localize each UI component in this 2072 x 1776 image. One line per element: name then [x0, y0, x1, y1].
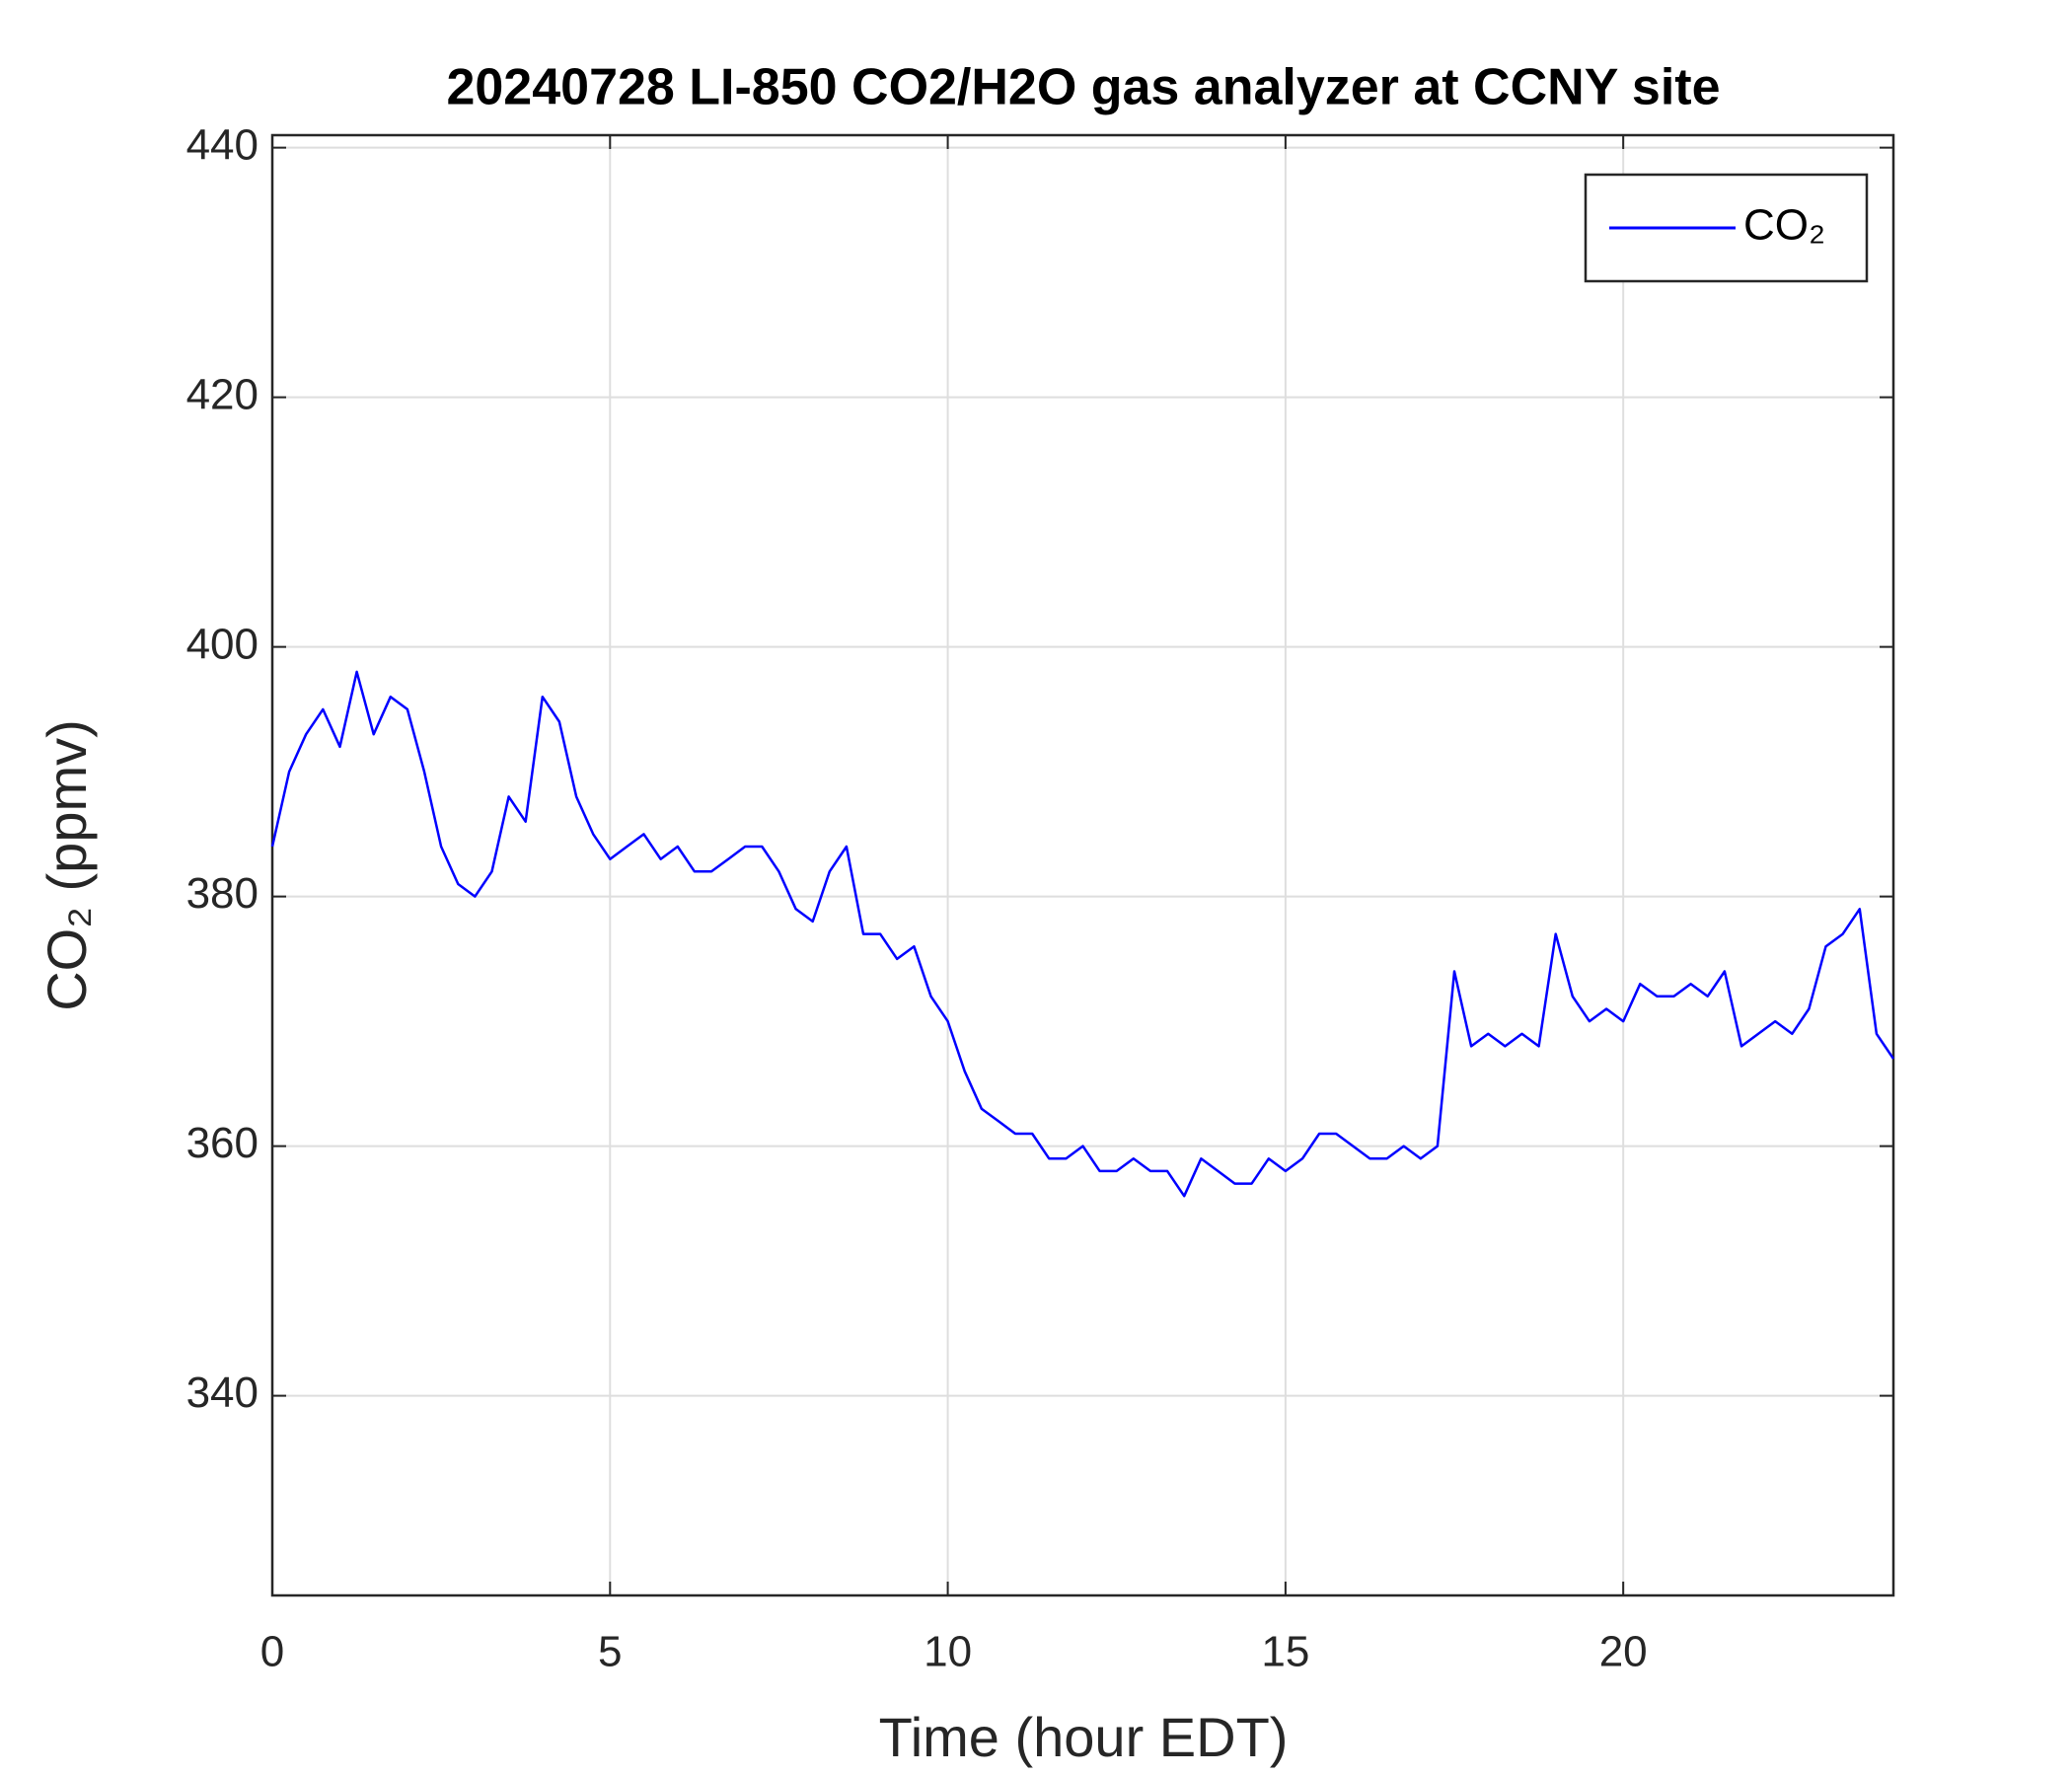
x-tick-label: 15: [1261, 1628, 1309, 1676]
chart-title: 20240728 LI-850 CO2/H2O gas analyzer at …: [446, 59, 1720, 116]
x-axis-label: Time (hour EDT): [879, 1706, 1289, 1768]
x-tick-label: 0: [260, 1628, 284, 1676]
y-tick-label: 380: [186, 869, 259, 918]
x-tick-label: 10: [924, 1628, 972, 1676]
y-tick-label: 420: [186, 370, 259, 418]
y-tick-label: 340: [186, 1369, 259, 1417]
y-tick-label: 400: [186, 620, 259, 668]
y-tick-label: 440: [186, 120, 259, 169]
data-line: [270, 670, 1895, 1198]
x-tick-label: 5: [598, 1628, 622, 1676]
legend-label: CO₂: [1743, 201, 1825, 250]
y-axis-label: CO₂ (ppmv): [36, 719, 98, 1011]
x-tick-label: 20: [1599, 1628, 1648, 1676]
plot-frame: [270, 133, 1895, 1597]
y-tick-label: 360: [186, 1119, 259, 1167]
